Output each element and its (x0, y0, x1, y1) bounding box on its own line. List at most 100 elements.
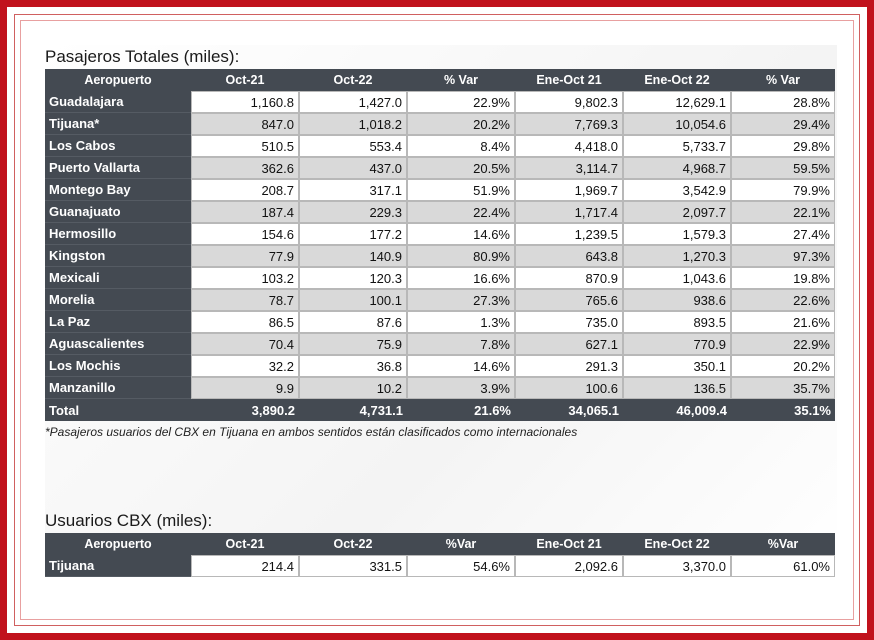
airport-name-cell: Hermosillo (45, 223, 191, 245)
total-value-cell: 3,890.2 (191, 399, 299, 421)
value-cell: 87.6 (299, 311, 407, 333)
value-cell: 14.6% (407, 355, 515, 377)
value-cell: 317.1 (299, 179, 407, 201)
value-cell: 2,097.7 (623, 201, 731, 223)
value-cell: 12,629.1 (623, 91, 731, 113)
table1-header-cell: % Var (731, 69, 835, 91)
table1-header-cell: % Var (407, 69, 515, 91)
value-cell: 331.5 (299, 555, 407, 577)
total-value-cell: 35.1% (731, 399, 835, 421)
frame-inner-border (14, 14, 860, 626)
value-cell: 362.6 (191, 157, 299, 179)
total-label-cell: Total (45, 399, 191, 421)
airport-name-cell: Aguascalientes (45, 333, 191, 355)
airport-name-cell: Manzanillo (45, 377, 191, 399)
table-row: Los Cabos 510.5 553.4 8.4% 4,418.0 5,733.7 29.… (45, 135, 835, 157)
table-row: Hermosillo 154.6 177.2 14.6% 1,239.5 1,579.3 2… (45, 223, 835, 245)
airport-name-cell: La Paz (45, 311, 191, 333)
value-cell: 70.4 (191, 333, 299, 355)
table2-header-cell: Oct-21 (191, 533, 299, 555)
table2-header-cell: Aeropuerto (45, 533, 191, 555)
table2-title: Usuarios CBX (miles): (45, 511, 213, 530)
value-cell: 1,160.8 (191, 91, 299, 113)
table-row: Guanajuato 187.4 229.3 22.4% 1,717.4 2,097.7 2… (45, 201, 835, 223)
table-row: Aguascalientes 70.4 75.9 7.8% 627.1 770.9 22.9… (45, 333, 835, 355)
value-cell: 78.7 (191, 289, 299, 311)
value-cell: 510.5 (191, 135, 299, 157)
table1-header-cell: Ene-Oct 22 (623, 69, 731, 91)
table-row: Tijuana* 847.0 1,018.2 20.2% 7,769.3 10,054.6… (45, 113, 835, 135)
table2-header-cell: Ene-Oct 21 (515, 533, 623, 555)
value-cell: 36.8 (299, 355, 407, 377)
value-cell: 22.6% (731, 289, 835, 311)
value-cell: 1,579.3 (623, 223, 731, 245)
value-cell: 893.5 (623, 311, 731, 333)
value-cell: 643.8 (515, 245, 623, 267)
table1-header-row: Aeropuerto Oct-21 Oct-22% Var Ene-Oct 21 Ene… (45, 69, 835, 91)
value-cell: 5,733.7 (623, 135, 731, 157)
value-cell: 3,542.9 (623, 179, 731, 201)
value-cell: 4,418.0 (515, 135, 623, 157)
total-value-cell: 4,731.1 (299, 399, 407, 421)
value-cell: 187.4 (191, 201, 299, 223)
value-cell: 20.5% (407, 157, 515, 179)
airport-name-cell: Los Mochis (45, 355, 191, 377)
value-cell: 847.0 (191, 113, 299, 135)
value-cell: 1,018.2 (299, 113, 407, 135)
value-cell: 3,114.7 (515, 157, 623, 179)
value-cell: 10.2 (299, 377, 407, 399)
value-cell: 208.7 (191, 179, 299, 201)
total-value-cell: 46,009.4 (623, 399, 731, 421)
table-row: Montego Bay 208.7 317.1 51.9% 1,969.7 3,542.9… (45, 179, 835, 201)
report-content: Pasajeros Totales (miles): Aeropuerto Oct… (45, 45, 837, 577)
value-cell: 22.9% (731, 333, 835, 355)
value-cell: 154.6 (191, 223, 299, 245)
value-cell: 20.2% (731, 355, 835, 377)
value-cell: 1,717.4 (515, 201, 623, 223)
table2-header-cell: %Var (407, 533, 515, 555)
table-row: Guadalajara 1,160.8 1,427.0 22.9% 9,802.3 12,… (45, 91, 835, 113)
table2-header-row: Aeropuerto Oct-21 Oct-22 %Var Ene-Oct 21 Ene-… (45, 533, 835, 555)
table1-header-cell: Ene-Oct 21 (515, 69, 623, 91)
value-cell: 19.8% (731, 267, 835, 289)
value-cell: 20.2% (407, 113, 515, 135)
value-cell: 770.9 (623, 333, 731, 355)
value-cell: 627.1 (515, 333, 623, 355)
value-cell: 51.9% (407, 179, 515, 201)
value-cell: 22.1% (731, 201, 835, 223)
value-cell: 100.1 (299, 289, 407, 311)
value-cell: 9,802.3 (515, 91, 623, 113)
airport-name-cell: Guanajuato (45, 201, 191, 223)
value-cell: 136.5 (623, 377, 731, 399)
table2-header-cell: Oct-22 (299, 533, 407, 555)
table-row: Tijuana 214.4 331.5 54.6% 2,092.6 3,370.0 61.0… (45, 555, 835, 577)
value-cell: 103.2 (191, 267, 299, 289)
total-value-cell: 34,065.1 (515, 399, 623, 421)
value-cell: 16.6% (407, 267, 515, 289)
value-cell: 35.7% (731, 377, 835, 399)
value-cell: 27.3% (407, 289, 515, 311)
airport-name-cell: Guadalajara (45, 91, 191, 113)
total-passengers-table: Aeropuerto Oct-21 Oct-22% Var Ene-Oct 21 Ene… (45, 69, 835, 421)
value-cell: 9.9 (191, 377, 299, 399)
cbx-users-table: Aeropuerto Oct-21 Oct-22 %Var Ene-Oct 21 Ene-… (45, 533, 835, 577)
value-cell: 21.6% (731, 311, 835, 333)
table-row: Kingston 77.9 140.9 80.9% 643.8 1,270.3 97.3% (45, 245, 835, 267)
value-cell: 735.0 (515, 311, 623, 333)
table-row: Manzanillo 9.9 10.2 3.9% 100.6 136.5 35.7% (45, 377, 835, 399)
table1-title: Pasajeros Totales (miles): (45, 47, 240, 66)
table2-header-cell: %Var (731, 533, 835, 555)
table-row: Puerto Vallarta 362.6 437.0 20.5% 3,114.7 4,9… (45, 157, 835, 179)
value-cell: 75.9 (299, 333, 407, 355)
value-cell: 1,427.0 (299, 91, 407, 113)
table-row: Mexicali 103.2 120.3 16.6% 870.9 1,043.6 19.8% (45, 267, 835, 289)
value-cell: 4,968.7 (623, 157, 731, 179)
airport-name-cell: Morelia (45, 289, 191, 311)
table1-header-cell: Aeropuerto (45, 69, 191, 91)
table-row: La Paz 86.5 87.6 1.3% 735.0 893.5 21.6% (45, 311, 835, 333)
value-cell: 8.4% (407, 135, 515, 157)
value-cell: 7,769.3 (515, 113, 623, 135)
value-cell: 177.2 (299, 223, 407, 245)
table1-header-cell: Oct-21 (191, 69, 299, 91)
